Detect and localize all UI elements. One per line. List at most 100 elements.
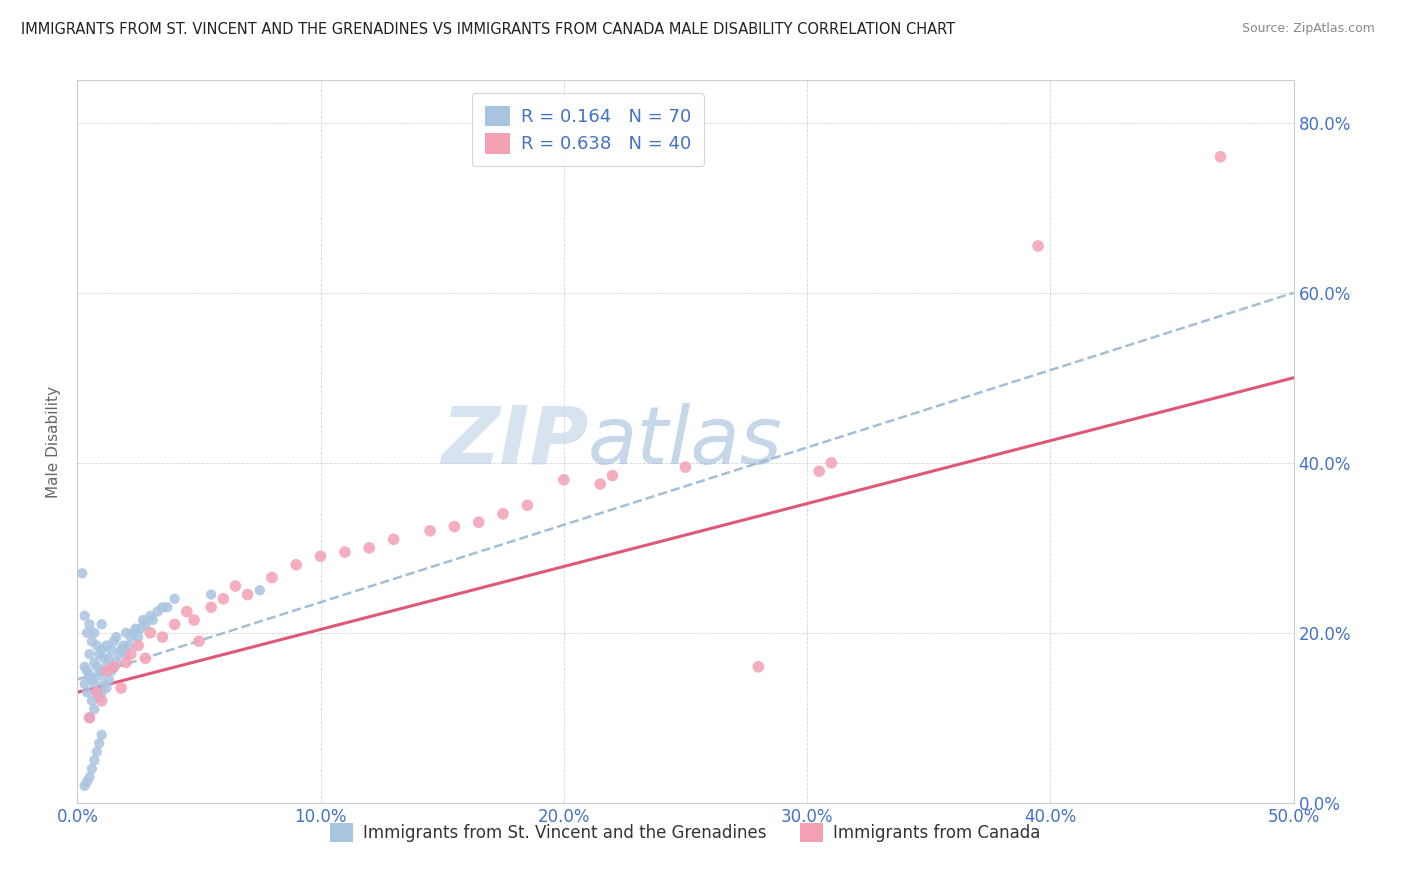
- Point: [86, 660, 108, 674]
- Point: [103, 660, 125, 674]
- Point: [100, 664, 122, 678]
- Point: [163, 591, 186, 606]
- Point: [122, 625, 145, 640]
- Point: [97, 651, 120, 665]
- Point: [83, 677, 105, 691]
- Point: [249, 583, 271, 598]
- Point: [83, 625, 105, 640]
- Point: [73, 677, 96, 691]
- Point: [73, 660, 96, 674]
- Point: [589, 477, 612, 491]
- Point: [125, 622, 148, 636]
- Text: IMMIGRANTS FROM ST. VINCENT AND THE GRENADINES VS IMMIGRANTS FROM CANADA MALE DI: IMMIGRANTS FROM ST. VINCENT AND THE GREN…: [21, 22, 955, 37]
- Point: [139, 625, 162, 640]
- Point: [183, 613, 205, 627]
- Point: [80, 694, 103, 708]
- Point: [79, 711, 101, 725]
- Point: [96, 681, 118, 695]
- Point: [359, 541, 381, 555]
- Point: [134, 617, 156, 632]
- Point: [142, 613, 165, 627]
- Point: [553, 473, 575, 487]
- Point: [86, 639, 108, 653]
- Point: [90, 617, 112, 632]
- Point: [132, 613, 155, 627]
- Point: [224, 579, 246, 593]
- Point: [73, 779, 96, 793]
- Point: [808, 464, 831, 478]
- Point: [73, 608, 96, 623]
- Text: ZIP: ZIP: [440, 402, 588, 481]
- Point: [105, 630, 128, 644]
- Point: [90, 664, 112, 678]
- Point: [467, 516, 489, 530]
- Point: [80, 762, 103, 776]
- Point: [76, 625, 98, 640]
- Point: [176, 605, 198, 619]
- Point: [212, 591, 235, 606]
- Point: [188, 634, 211, 648]
- Point: [89, 690, 111, 704]
- Point: [285, 558, 308, 572]
- Point: [139, 608, 162, 623]
- Point: [516, 498, 538, 512]
- Point: [70, 566, 93, 581]
- Point: [134, 651, 156, 665]
- Point: [90, 694, 112, 708]
- Point: [115, 625, 138, 640]
- Point: [236, 588, 259, 602]
- Text: Source: ZipAtlas.com: Source: ZipAtlas.com: [1241, 22, 1375, 36]
- Point: [152, 630, 174, 644]
- Text: atlas: atlas: [588, 402, 783, 481]
- Point: [107, 647, 129, 661]
- Point: [820, 456, 842, 470]
- Point: [127, 630, 149, 644]
- Point: [83, 702, 105, 716]
- Point: [76, 685, 98, 699]
- Point: [90, 642, 112, 657]
- Point: [333, 545, 356, 559]
- Point: [105, 656, 128, 670]
- Point: [1209, 150, 1232, 164]
- Point: [79, 770, 101, 784]
- Point: [163, 617, 186, 632]
- Point: [97, 673, 120, 687]
- Point: [152, 600, 174, 615]
- Point: [200, 588, 222, 602]
- Y-axis label: Male Disability: Male Disability: [46, 385, 62, 498]
- Point: [79, 711, 101, 725]
- Point: [1026, 239, 1049, 253]
- Legend: Immigrants from St. Vincent and the Grenadines, Immigrants from Canada: Immigrants from St. Vincent and the Gren…: [323, 816, 1047, 848]
- Point: [93, 677, 115, 691]
- Point: [117, 639, 139, 653]
- Point: [79, 647, 101, 661]
- Point: [103, 660, 125, 674]
- Point: [110, 642, 132, 657]
- Point: [110, 681, 132, 695]
- Point: [79, 668, 101, 682]
- Point: [120, 647, 142, 661]
- Point: [80, 634, 103, 648]
- Point: [115, 647, 138, 661]
- Point: [602, 468, 624, 483]
- Point: [492, 507, 515, 521]
- Point: [382, 533, 405, 547]
- Point: [76, 664, 98, 678]
- Point: [103, 634, 125, 648]
- Point: [112, 639, 135, 653]
- Point: [747, 660, 769, 674]
- Point: [89, 668, 111, 682]
- Point: [156, 600, 179, 615]
- Point: [309, 549, 332, 564]
- Point: [79, 617, 101, 632]
- Point: [100, 642, 122, 657]
- Point: [90, 685, 112, 699]
- Point: [146, 605, 169, 619]
- Point: [129, 622, 152, 636]
- Point: [76, 774, 98, 789]
- Point: [90, 728, 112, 742]
- Point: [120, 630, 142, 644]
- Point: [89, 736, 111, 750]
- Point: [96, 664, 118, 678]
- Point: [86, 685, 108, 699]
